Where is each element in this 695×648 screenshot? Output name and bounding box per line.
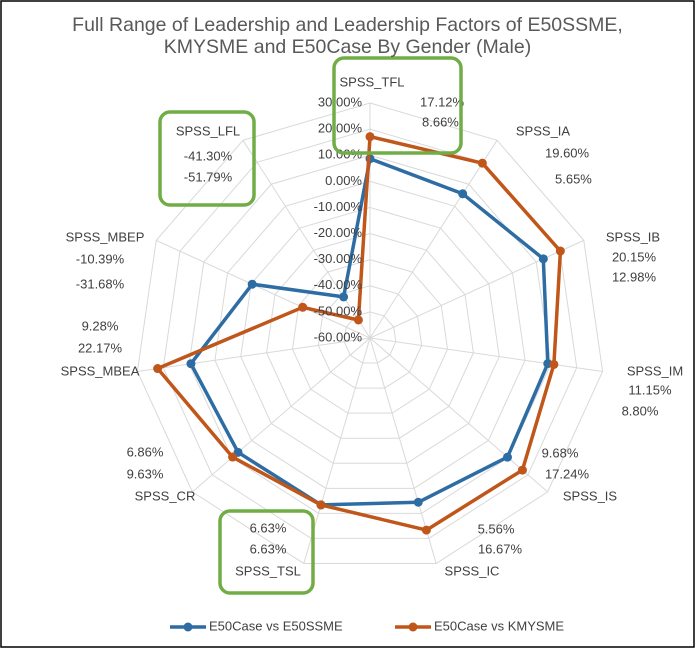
spoke — [369, 239, 584, 339]
data-label: 16.67% — [478, 541, 523, 556]
legend-label: E50Case vs E50SSME — [209, 618, 343, 633]
legend-marker — [408, 622, 418, 632]
category-label: SPSS_IA — [516, 123, 571, 138]
category-label: SPSS_IS — [563, 488, 618, 503]
data-label: 6.86% — [127, 444, 164, 459]
point — [538, 254, 548, 264]
r-tick-label: -50.00% — [314, 303, 363, 318]
labels: 30.00% 20.00% 10.00% 0.00% -10.00% -20.00% -30… — [61, 74, 684, 578]
category-label: SPSS_MBEA — [61, 363, 140, 378]
series-line — [155, 134, 563, 532]
r-tick-label: -30.00% — [314, 251, 363, 266]
r-tick-label: -10.00% — [314, 199, 363, 214]
data-label: 9.28% — [82, 318, 119, 333]
point — [503, 452, 513, 462]
category-label: SPSS_CR — [135, 488, 196, 503]
category-label: SPSS_LFL — [176, 123, 240, 138]
data-label: 12.98% — [612, 269, 657, 284]
grid-ring — [214, 180, 526, 489]
legend-label: E50Case vs KMYSME — [434, 618, 564, 633]
category-label: SPSS_TSL — [235, 563, 301, 578]
spoke — [369, 337, 548, 493]
data-label: -31.68% — [76, 276, 125, 291]
data-label: -41.30% — [184, 148, 233, 163]
point — [153, 364, 163, 374]
data-label: 8.80% — [622, 403, 659, 418]
point — [555, 246, 565, 256]
data-label: 5.65% — [555, 171, 592, 186]
point — [477, 158, 487, 168]
point — [339, 292, 349, 302]
category-label: SPSS_IC — [445, 563, 500, 578]
spoke — [369, 337, 603, 372]
series-line — [189, 156, 550, 507]
legend-item: E50Case vs E50SSME — [170, 618, 343, 633]
r-tick-label: 10.00% — [318, 147, 363, 162]
spoke — [137, 337, 371, 372]
r-tick-label: 20.00% — [318, 121, 363, 136]
category-label: SPSS_IM — [627, 363, 683, 378]
point — [186, 359, 196, 369]
r-tick-label: -40.00% — [314, 277, 363, 292]
data-label: 20.15% — [612, 249, 657, 264]
chart-title: Full Range of Leadership and Leadership … — [72, 14, 623, 58]
legend-marker — [183, 622, 193, 632]
data-label: 11.15% — [628, 382, 672, 397]
point — [298, 302, 308, 312]
highlight-box — [332, 56, 463, 155]
r-tick-label: 30.00% — [318, 94, 363, 109]
point — [458, 189, 468, 199]
data-label: -51.79% — [184, 169, 233, 184]
data-label: -10.39% — [76, 251, 125, 266]
spoke — [192, 337, 371, 493]
marks — [153, 132, 565, 535]
point — [365, 132, 375, 142]
point — [517, 465, 527, 475]
category-label: SPSS_MBEP — [66, 229, 145, 244]
point — [413, 497, 423, 507]
point — [549, 359, 559, 369]
grid-ring — [136, 102, 604, 564]
legend-item: E50Case vs KMYSME — [395, 618, 564, 633]
highlight-box — [218, 509, 315, 595]
r-tick-label: 0.00% — [325, 173, 362, 188]
point — [228, 452, 238, 462]
grid-ring — [291, 259, 449, 414]
data-label: 6.63% — [250, 541, 287, 556]
point — [247, 279, 257, 289]
spoke — [242, 140, 371, 339]
data-label: 9.63% — [127, 466, 164, 481]
point — [316, 500, 326, 510]
grid-ring — [343, 311, 397, 364]
data-label: 17.24% — [545, 466, 590, 481]
grid-ring — [188, 154, 552, 514]
data-label: 17.12% — [420, 94, 465, 109]
spoke — [303, 337, 371, 564]
data-label: 6.63% — [250, 520, 287, 535]
spoke — [156, 239, 371, 339]
point — [353, 315, 363, 325]
r-tick-label: -60.00% — [314, 329, 363, 344]
data-label: 9.68% — [542, 445, 579, 460]
point — [421, 525, 431, 535]
data-label: 8.66% — [422, 114, 459, 129]
spoke — [369, 140, 498, 339]
grid-ring — [240, 206, 500, 464]
r-tick-label: -20.00% — [314, 225, 363, 240]
data-label: 22.17% — [78, 340, 123, 355]
data-label: 5.56% — [478, 521, 515, 536]
category-label: SPSS_TFL — [339, 74, 404, 89]
highlight-box — [158, 110, 256, 207]
data-label: 19.60% — [545, 145, 590, 160]
category-label: SPSS_IB — [606, 229, 660, 244]
